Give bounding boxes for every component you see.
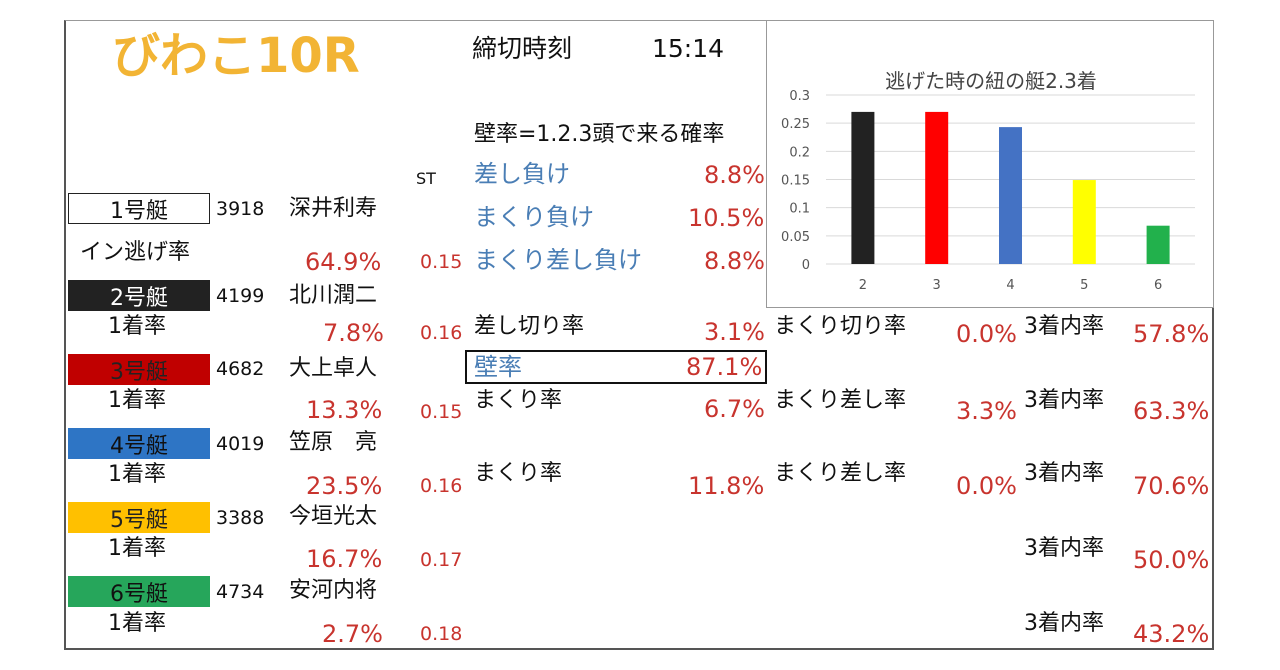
boat-6-name: 安河内将: [289, 578, 378, 603]
boat-6-stat: 2.7%: [322, 620, 383, 648]
bar-2: [851, 111, 875, 265]
chart-title: 逃げた時の紐の艇2.3着: [885, 69, 1097, 93]
boat-3-makuri-label: まくり率: [474, 388, 563, 413]
boat-4-top3-value: 70.6%: [1133, 472, 1210, 500]
wall-rate-label: 壁率: [474, 353, 522, 381]
boat-1-badge: 1号艇: [68, 193, 210, 224]
boat-6-top3-value: 43.2%: [1133, 620, 1210, 648]
boat-5-top3-value: 50.0%: [1133, 546, 1210, 574]
boat-2-st: 0.16: [420, 322, 463, 344]
boat-5-stat: 16.7%: [306, 545, 383, 573]
makuri-sashi-make-label: まくり差し負け: [474, 248, 642, 272]
chart-panel: 逃げた時の紐の艇2.3着 0 0.05 0.1 0.15 0.2 0.25 0.3 2 3 4 5 6: [766, 20, 1214, 308]
boat-4-badge: 4号艇: [68, 428, 210, 459]
makuri-make-label: まくり負け: [474, 203, 594, 231]
boat-6-st: 0.18: [420, 623, 463, 645]
boat-4-stat: 23.5%: [306, 472, 383, 500]
boat-3-top3-value: 63.3%: [1133, 397, 1210, 425]
boat-2-top3-label: 3着内率: [1024, 314, 1104, 339]
boat-2-stat: 7.8%: [323, 319, 384, 347]
y-tick-label: 0: [802, 258, 810, 273]
wall-heading: 壁率=1.2.3頭で来る確率: [474, 122, 725, 147]
boat-4-id: 4019: [216, 433, 265, 455]
boat-3-makurisashi-label: まくり差し率: [774, 388, 907, 413]
x-tick-label: 5: [1080, 278, 1088, 293]
boat-4-st: 0.16: [420, 475, 463, 497]
boat-5-name: 今垣光太: [289, 504, 378, 529]
boat-5-id: 3388: [216, 507, 265, 529]
boat-6-badge: 6号艇: [68, 576, 210, 607]
boat-4-stat-label: 1着率: [108, 462, 166, 487]
y-tick-label: 0.3: [789, 89, 810, 104]
boat-6-top3-label: 3着内率: [1024, 611, 1104, 636]
makurikiri-value: 0.0%: [956, 320, 1017, 348]
boat-3-st: 0.15: [420, 401, 463, 423]
boat-4-name: 笠原 亮: [289, 430, 378, 455]
boat-2-name: 北川潤二: [289, 283, 378, 308]
bar-chart: 0 0.05 0.1 0.15 0.2 0.25 0.3 2 3 4 5 6: [781, 89, 1195, 293]
boat-2-stat-label: 1着率: [108, 314, 166, 339]
boat-3-stat-label: 1着率: [108, 388, 166, 413]
venue-race-title: びわこ10R: [112, 28, 360, 84]
boat-1-stat: 64.9%: [305, 248, 382, 276]
boat-5-badge: 5号艇: [68, 502, 210, 533]
sashikiri-label: 差し切り率: [474, 314, 585, 339]
sashi-make-value: 8.8%: [704, 161, 765, 189]
boat-2-top3-value: 57.8%: [1133, 320, 1210, 348]
y-tick-label: 0.1: [789, 202, 810, 217]
boat-4-makuri-value: 11.8%: [688, 472, 765, 500]
sashikiri-value: 3.1%: [704, 318, 765, 346]
makuri-sashi-make-value: 8.8%: [704, 247, 765, 275]
boat-4-makuri-label: まくり率: [474, 461, 563, 486]
deadline-time: 15:14: [652, 34, 725, 63]
boat-3-makuri-value: 6.7%: [704, 395, 765, 423]
boat-5-top3-label: 3着内率: [1024, 536, 1104, 561]
y-tick-label: 0.25: [781, 117, 810, 132]
wall-rate-box: [465, 350, 767, 384]
bar-3: [925, 111, 949, 265]
boat-3-stat: 13.3%: [306, 396, 383, 424]
boat-1-name: 深井利寿: [289, 196, 378, 221]
boat-3-name: 大上卓人: [289, 356, 378, 381]
x-tick-label: 3: [933, 278, 941, 293]
boat-4-top3-label: 3着内率: [1024, 461, 1104, 486]
boat-1-id: 3918: [216, 198, 265, 220]
y-tick-label: 0.2: [789, 145, 810, 160]
boat-2-badge: 2号艇: [68, 280, 210, 311]
board-frame: [64, 20, 1214, 650]
bar-4: [999, 127, 1022, 264]
makuri-make-value: 10.5%: [688, 204, 765, 232]
boat-5-stat-label: 1着率: [108, 536, 166, 561]
boat-2-id: 4199: [216, 285, 265, 307]
boat-5-st: 0.17: [420, 549, 463, 571]
boat-6-stat-label: 1着率: [108, 611, 166, 636]
boat-4-makurisashi-label: まくり差し率: [774, 461, 907, 486]
makurikiri-label: まくり切り率: [774, 314, 907, 339]
deadline-label: 締切時刻: [472, 34, 573, 63]
x-tick-label: 2: [859, 278, 867, 293]
x-tick-label: 4: [1006, 278, 1014, 293]
boat-3-top3-label: 3着内率: [1024, 388, 1104, 413]
st-column-header: ST: [416, 169, 436, 188]
boat-3-badge: 3号艇: [68, 354, 210, 385]
x-tick-label: 6: [1154, 278, 1162, 293]
bar-5: [1072, 180, 1096, 264]
boat-4-makurisashi-value: 0.0%: [956, 472, 1017, 500]
boat-1-stat-label: イン逃げ率: [80, 240, 191, 265]
boat-3-makurisashi-value: 3.3%: [956, 397, 1017, 425]
boat-1-st: 0.15: [420, 251, 463, 273]
boat-6-id: 4734: [216, 581, 265, 603]
wall-rate-value: 87.1%: [686, 353, 763, 381]
y-tick-label: 0.15: [781, 174, 810, 189]
boat-3-id: 4682: [216, 358, 265, 380]
sashi-make-label: 差し負け: [474, 160, 570, 188]
bar-6: [1146, 225, 1170, 264]
y-tick-label: 0.05: [781, 230, 810, 245]
